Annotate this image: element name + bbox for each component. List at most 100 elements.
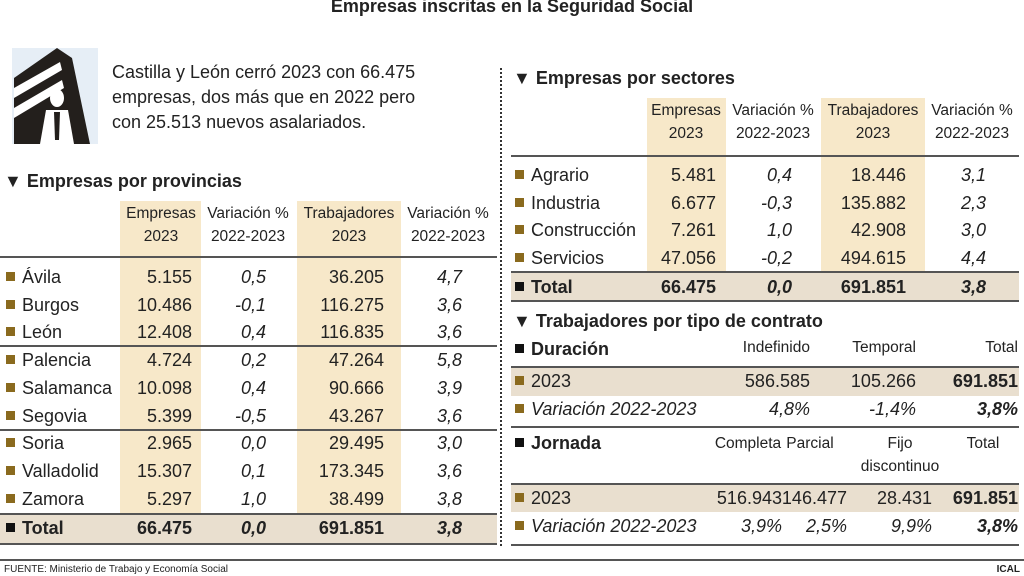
table-cell: 0,0: [766, 277, 792, 297]
column-header: Parcial: [786, 435, 834, 452]
total-label: Total: [515, 277, 573, 297]
sector-label: Industria: [515, 193, 600, 213]
table-cell: 47.056: [660, 248, 716, 269]
column-header: Total: [966, 435, 1000, 452]
column-header: Empresas 2023: [651, 102, 721, 142]
table-cell: 7.261: [670, 220, 716, 241]
table-cell: 4.724: [146, 350, 192, 371]
table-cell: 2,3: [960, 192, 986, 213]
row-label: 2023: [531, 371, 572, 391]
table-cell: 43.267: [328, 405, 384, 426]
province-label: Salamanca: [6, 378, 112, 398]
total-row-bg: [511, 272, 1019, 301]
table-cell: 116.275: [320, 294, 384, 315]
province-label: Burgos: [6, 295, 79, 315]
table-cell: 691.851: [952, 488, 1018, 508]
row-label: 2023: [531, 488, 572, 508]
table-cell: 5.297: [146, 488, 192, 509]
table-cell: 66.475: [660, 277, 716, 297]
table-cell: 12.408: [136, 322, 192, 343]
row-label: 2023: [515, 488, 571, 508]
table-cell: 10.486: [136, 294, 192, 315]
table-cell: 4,7: [436, 267, 462, 287]
table-cell: 0,4: [240, 377, 266, 398]
row-bg: [511, 484, 1019, 512]
column-header: Completa: [714, 435, 782, 452]
bullet-icon: [515, 225, 524, 235]
table-cell: 0,0: [240, 433, 266, 454]
table-cell: 586.585: [744, 371, 810, 391]
table-rule: [511, 426, 1019, 428]
bullet-icon: [6, 410, 15, 420]
row-label: León: [22, 322, 63, 343]
sector-label: Servicios: [515, 248, 604, 268]
total-row-bg: [0, 513, 497, 543]
table-cell: 4,8%: [768, 399, 810, 419]
province-label: Ávila: [6, 267, 61, 287]
column-header: Trabajadores 2023: [827, 102, 919, 142]
bullet-icon: [515, 170, 524, 179]
table-cell: 3,8%: [976, 516, 1018, 536]
table-rule: [0, 429, 497, 431]
province-label: Soria: [6, 433, 64, 453]
bullet-icon: [6, 355, 15, 365]
table-rule: [511, 155, 1019, 157]
table-cell: 3,1: [960, 165, 986, 185]
table-cell: 1,0: [766, 220, 792, 241]
row-label: Variación 2022-2023: [531, 399, 697, 419]
table-rule: [511, 271, 1019, 273]
table-cell: 0,0: [240, 518, 266, 538]
bullet-icon: [6, 382, 15, 392]
row-label: Palencia: [22, 350, 92, 371]
row-label: Total: [531, 277, 573, 297]
column-header: Fijo discontinuo: [860, 435, 940, 475]
table-rule: [511, 366, 1019, 368]
table-cell: 2,5%: [805, 516, 847, 536]
table-cell: 0,2: [240, 350, 266, 371]
table-cell: 1,0: [240, 488, 266, 509]
sector-label: Construcción: [515, 220, 636, 240]
footer-rule: [0, 559, 1024, 561]
page-title: Empresas inscritas en la Seguridad Socia…: [330, 0, 694, 16]
table-rule: [511, 544, 1019, 546]
table-cell: 691.851: [952, 371, 1018, 391]
table-cell: 15.307: [136, 460, 192, 481]
bullet-icon: [515, 197, 524, 207]
column-header: Empresas 2023: [126, 205, 196, 245]
table-rule: [0, 513, 497, 515]
table-cell: 4,4: [960, 248, 986, 269]
table-rule: [0, 345, 497, 347]
table-cell: 0,4: [766, 165, 792, 185]
province-label: Palencia: [6, 350, 91, 370]
table-cell: 28.431: [876, 488, 932, 508]
bullet-icon: [515, 282, 524, 291]
table-cell: 66.475: [136, 518, 192, 538]
column-header: Variación % 2022-2023: [407, 205, 489, 245]
total-label: Total: [6, 518, 64, 538]
table-cell: 3,6: [436, 460, 462, 481]
row-label: Variación 2022-2023: [531, 516, 697, 536]
table-cell: 494.615: [840, 248, 906, 269]
table-cell: -0,3: [760, 192, 792, 213]
row-label: Salamanca: [22, 377, 113, 398]
column-header: Total: [985, 339, 1018, 356]
bullet-icon: [6, 493, 15, 503]
table-rule: [511, 483, 1019, 485]
province-label: Valladolid: [6, 461, 99, 481]
bullet-icon: [515, 344, 524, 353]
table-cell: 691.851: [318, 518, 384, 538]
row-label: Industria: [531, 192, 601, 213]
row-label: Valladolid: [22, 460, 99, 481]
table-cell: -0,2: [760, 248, 792, 269]
jornada-label: Jornada: [515, 433, 601, 453]
table-cell: 3,6: [436, 322, 462, 343]
source-text: FUENTE: Ministerio de Trabajo y Economía…: [4, 564, 228, 575]
bullet-icon: [6, 523, 15, 532]
row-label: Total: [22, 518, 64, 538]
table-rule: [0, 543, 497, 545]
contrato-heading: ▼ Trabajadores por tipo de contrato: [513, 311, 823, 331]
row-label: Variación 2022-2023: [515, 516, 696, 536]
table-cell: 5.481: [670, 165, 716, 185]
table-cell: 105.266: [850, 371, 916, 391]
